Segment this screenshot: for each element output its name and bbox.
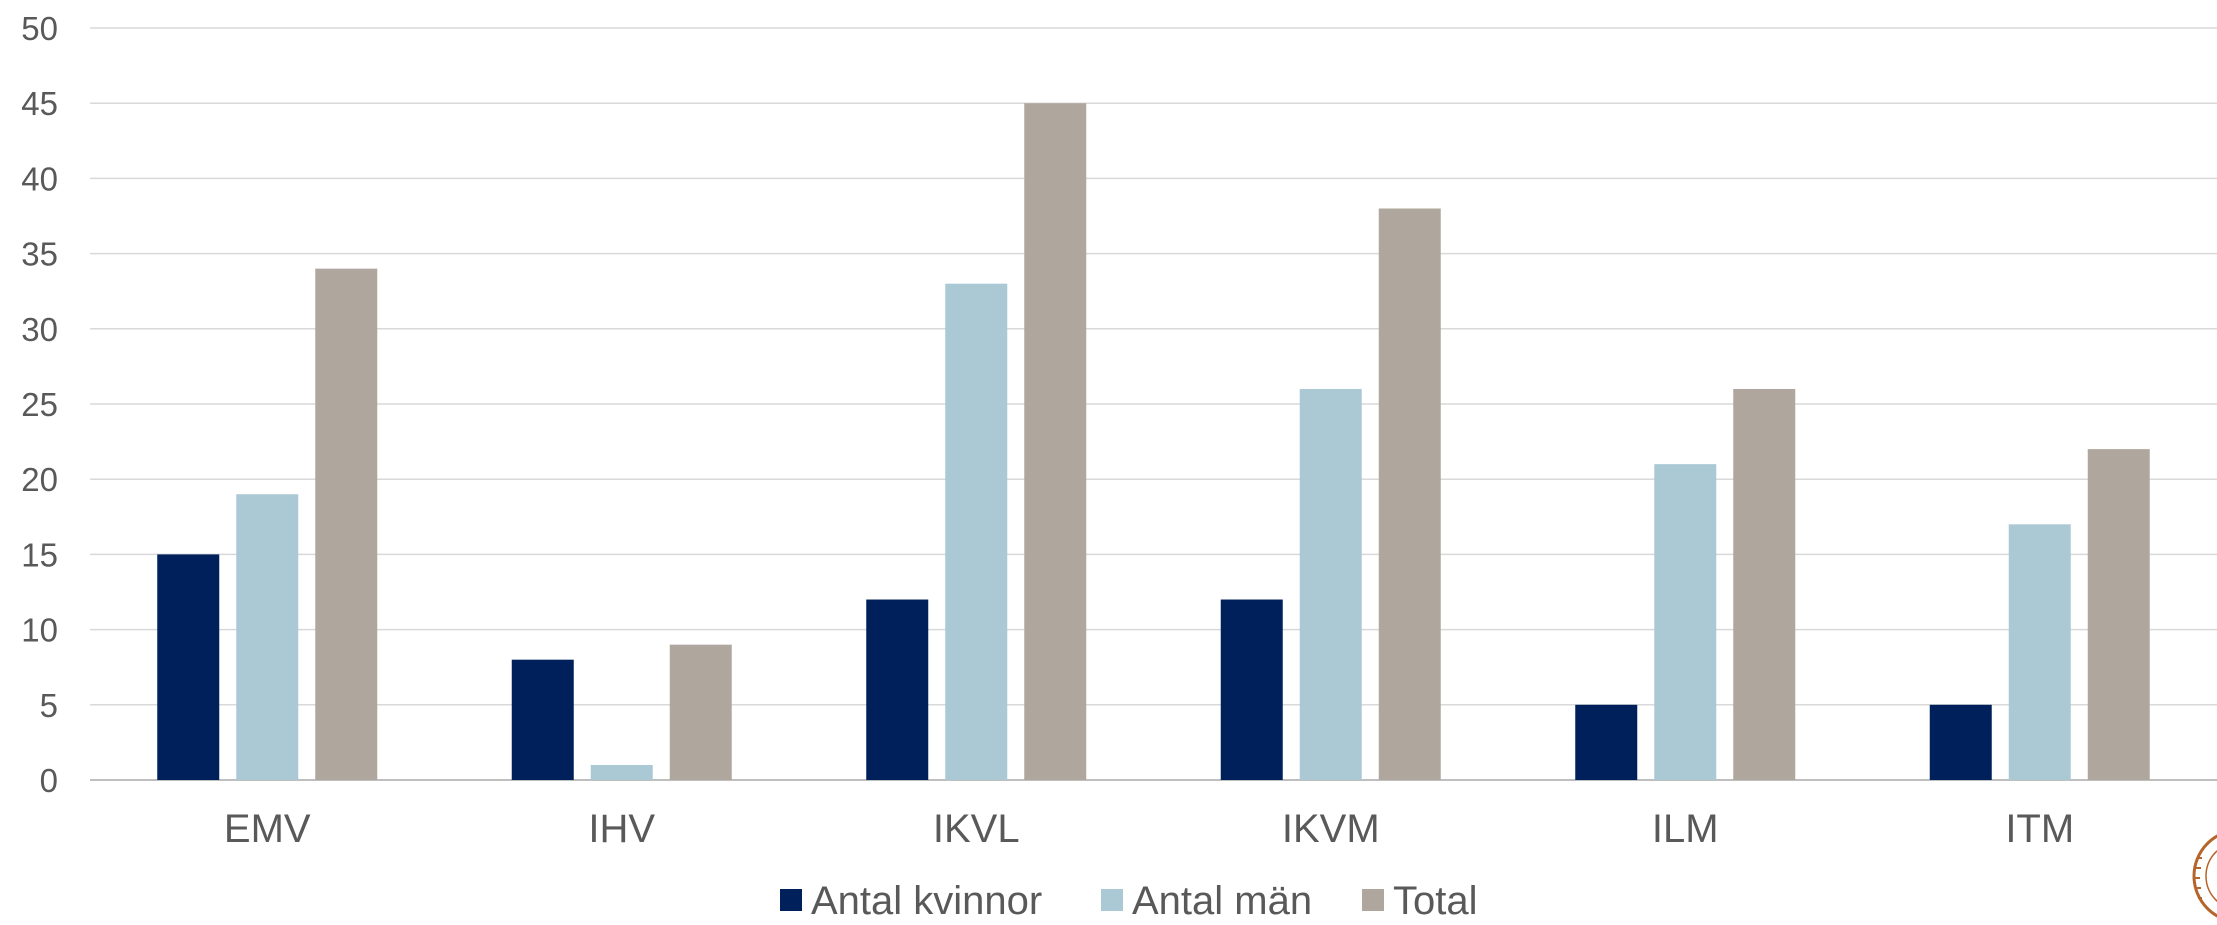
bar-ikvl-kvinnor [866,599,929,780]
legend: Antal kvinnor Antal män Total [780,879,1478,923]
bar-ikvl-man [945,283,1008,780]
y-tick-label: 5 [40,687,58,724]
y-tick-label: 25 [21,386,58,423]
bar-emv-man [236,494,299,780]
bar-emv-total [315,268,378,780]
bar-ikvl-total [1024,103,1087,780]
bar-itm-total [2087,449,2150,780]
bar-itm-kvinnor [1929,704,1992,780]
x-tick-label: ILM [1652,807,1719,851]
x-tick-label: IKVM [1282,807,1380,851]
bar-ikvm-man [1299,388,1362,780]
bar-ilm-man [1654,464,1717,780]
bar-emv-kvinnor [157,554,220,780]
bar-ihv-man [590,764,653,780]
y-tick-label: 30 [21,311,58,348]
y-tick-label: 40 [21,160,58,197]
y-tick-label: 20 [21,461,58,498]
bar-ilm-kvinnor [1575,704,1638,780]
legend-swatch [780,889,802,911]
x-tick-label: ITM [2005,807,2074,851]
gridlines [90,27,2217,781]
bar-ilm-total [1733,388,1796,780]
bar-ihv-total [669,644,732,780]
x-axis-ticks: EMV IHV IKVL IKVM ILM ITM [224,807,2074,851]
y-tick-label: 35 [21,236,58,273]
x-tick-label: IKVL [933,807,1020,851]
x-tick-label: EMV [224,807,311,851]
bar-ikvm-kvinnor [1220,599,1283,780]
x-tick-label: IHV [588,807,655,851]
y-tick-label: 10 [21,612,58,649]
legend-swatch [1101,889,1123,911]
y-tick-label: 0 [40,762,58,799]
university-seal-icon [2192,834,2217,918]
y-tick-label: 45 [21,85,58,122]
legend-label: Antal män [1132,879,1312,920]
y-tick-label: 15 [21,536,58,573]
legend-swatch [1362,889,1384,911]
bars [157,103,2150,781]
bar-ihv-kvinnor [511,659,574,780]
legend-label: Antal kvinnor [811,879,1042,920]
bar-ikvm-total [1378,208,1441,781]
legend-label: Total [1393,879,1478,920]
y-tick-label: 50 [21,10,58,47]
y-axis-ticks: 0 5 10 15 20 25 30 35 40 45 50 [21,10,58,799]
bar-itm-man [2008,524,2071,780]
